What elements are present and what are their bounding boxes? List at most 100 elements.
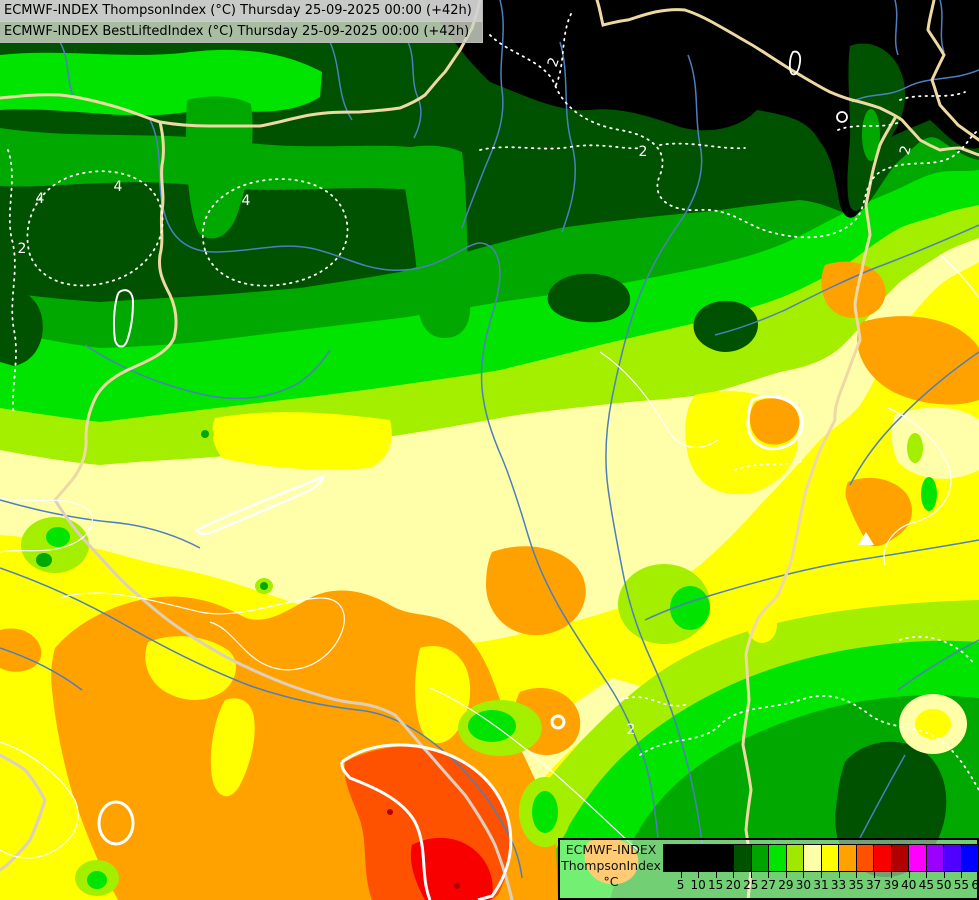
legend-tick-label-33: 33 [830, 878, 847, 892]
legend-tick-30 [803, 872, 805, 878]
legend-tick-25 [750, 872, 752, 878]
legend-product-label: ECMWF-INDEX [565, 842, 657, 857]
border-czech-slovak [0, 0, 482, 128]
river-drava [0, 567, 523, 879]
legend-tick-label-20: 20 [725, 878, 741, 892]
contour-dotted-c-1 [734, 459, 806, 471]
title-text-thompson: ECMWF-INDEX ThompsonIndex (°C) Thursday … [4, 3, 472, 18]
legend-tick-label-55: 55 [953, 878, 970, 892]
river-vah [461, 0, 504, 229]
blob-dark-1 [547, 273, 631, 323]
legend-cell-31 [803, 844, 822, 872]
legend-cell-55 [943, 844, 962, 872]
spot-green-1b [36, 553, 52, 567]
legend-cell-5 [663, 844, 682, 872]
contour-thick-ring-tiny [550, 714, 566, 730]
lake-balaton [195, 474, 325, 536]
hole-yellow-2 [415, 646, 471, 744]
dotted-contours [7, 11, 979, 791]
legend-tick-33 [838, 872, 840, 878]
river-tributary-e2 [849, 351, 979, 486]
river-small-nw [59, 41, 75, 99]
river-hron [559, 41, 577, 233]
contour-thick-hot-loop [340, 743, 513, 900]
legend-tick-label-15: 15 [708, 878, 724, 892]
contour-dotted-ne-1 [899, 91, 966, 101]
contour-dotted-ne-2 [837, 121, 901, 131]
lake-small-1 [788, 50, 802, 76]
contour-label-4a: 4 [36, 191, 45, 207]
river-tributary-e3 [644, 539, 979, 621]
mass-dark-green-blob [835, 741, 947, 878]
contour-dotted-mid-2 [659, 142, 746, 150]
legend-tick-label-30: 30 [795, 878, 812, 892]
contour-thin-2 [59, 592, 345, 671]
river-danube [149, 119, 659, 839]
legend-tick-label-37: 37 [866, 878, 882, 892]
contour-thin-7 [939, 254, 979, 299]
spot-regions [21, 426, 937, 896]
contour-dotted-se-1 [639, 695, 979, 791]
legend-tick-55 [961, 872, 963, 878]
spot-green-3 [201, 430, 209, 438]
contour-dotted-left-edge [7, 149, 17, 416]
orange-blob-6 [749, 398, 800, 445]
solid-contours-thin [0, 254, 979, 859]
hole-yellow-1 [145, 636, 236, 700]
legend-cell-60 [960, 844, 979, 872]
legend-cell-20 [715, 844, 734, 872]
contour-dotted-blob1 [26, 170, 164, 287]
contour-label-2c: 2 [639, 144, 648, 160]
pocket-yellow-in-dark [915, 709, 951, 739]
legend-cell-29 [768, 844, 787, 872]
hole-yellow-3 [210, 698, 255, 797]
legend-tick-label-5: 5 [676, 878, 685, 892]
legend-tick-label-35: 35 [848, 878, 864, 892]
legend-tick-label-45: 45 [918, 878, 934, 892]
legend-tick-label-60: 60 [971, 878, 979, 892]
river-tributary-ne [851, 69, 979, 103]
legend-cell-35 [838, 844, 857, 872]
legend-tick-label-29: 29 [778, 878, 794, 892]
legend: ECMWF-INDEX ThompsonIndex °C 5 10 15 20 25 27… [558, 838, 979, 900]
legend-tick-label-27: 27 [760, 878, 776, 892]
title-bar-best-lifted-index: ECMWF-INDEX BestLiftedIndex (°C) Thursda… [0, 21, 483, 43]
legend-cell-25 [733, 844, 752, 872]
legend-index-label: ThompsonIndex [561, 858, 661, 873]
orange-blob-5 [857, 316, 979, 405]
contour-dotted-blob2 [201, 178, 349, 287]
river-stub-ne2 [939, 0, 945, 53]
river-tisza [605, 54, 707, 861]
contour-thick-ring-o6 [746, 395, 804, 451]
river-tributary-e1 [714, 224, 979, 336]
legend-tick-27 [768, 872, 770, 878]
spot-yellow-6 [747, 607, 777, 643]
contour-label-4b: 4 [114, 179, 123, 195]
marker-triangle [858, 532, 874, 545]
rivers [0, 0, 979, 879]
dark-red-speck-2 [454, 883, 460, 889]
legend-tick-10 [698, 872, 700, 878]
spot-bright-7 [87, 871, 107, 889]
legend-tick-label-31: 31 [813, 878, 829, 892]
legend-cell-30 [785, 844, 804, 872]
river-raba [84, 344, 331, 400]
border-top-right-stub [926, 0, 979, 142]
river-tributary-se1 [859, 754, 906, 839]
border-drava [53, 498, 514, 900]
pocket-green-in-wedge [862, 109, 880, 161]
legend-tick-31 [821, 872, 822, 878]
legend-cell-39 [873, 844, 892, 872]
legend-cell-50 [925, 844, 944, 872]
river-small-sw [0, 647, 83, 691]
red-blob [410, 837, 493, 900]
title-text-best-lifted: ECMWF-INDEX BestLiftedIndex (°C) Thursda… [4, 24, 470, 39]
legend-tick-37 [873, 872, 875, 878]
blob-dark-left-edge [0, 287, 43, 366]
legend-tick-label-39: 39 [883, 878, 899, 892]
streak-bright-green [0, 49, 322, 116]
legend-tick-50 [943, 872, 945, 878]
border-austria-hungary [53, 120, 178, 502]
legend-tick-label-10: 10 [690, 878, 706, 892]
